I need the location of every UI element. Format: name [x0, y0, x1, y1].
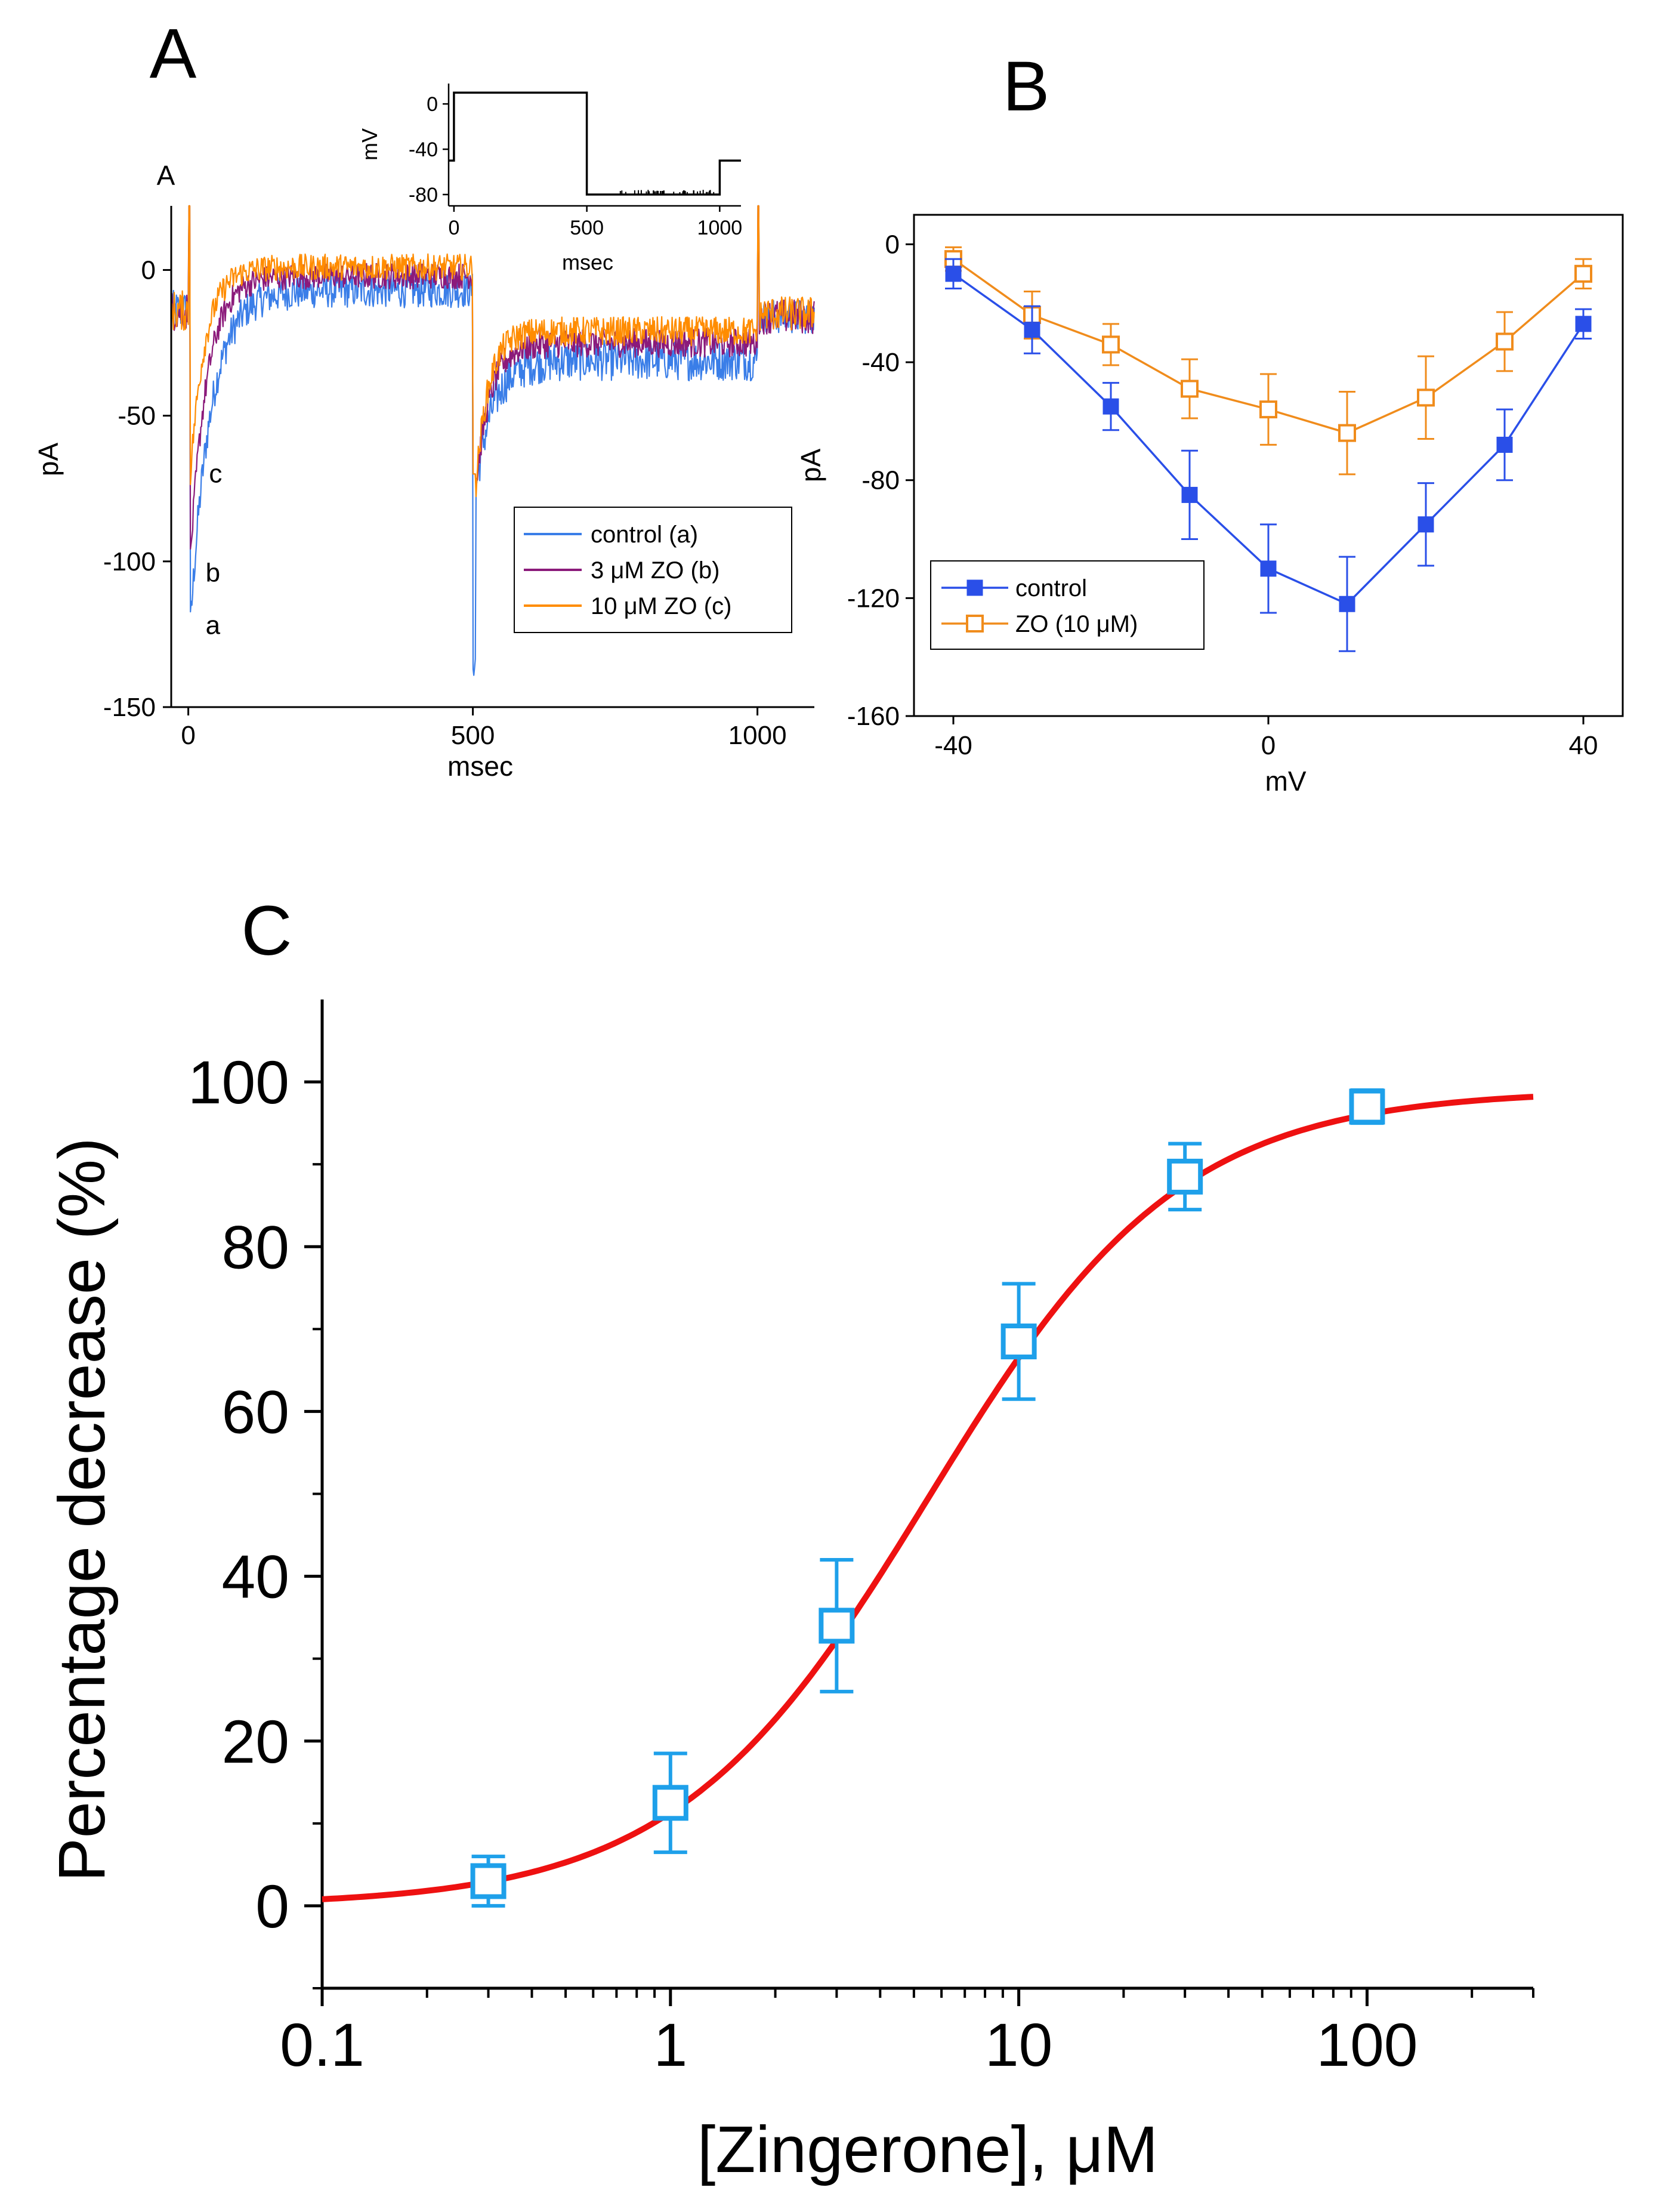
y-tick-label-c: 0 — [255, 1872, 289, 1940]
panel-label-b: B — [1003, 47, 1050, 126]
data-point-b — [1496, 332, 1514, 351]
y-tick-label-c: 100 — [188, 1048, 289, 1116]
data-point-b — [1260, 560, 1277, 577]
trace-a-2 — [170, 205, 815, 498]
legend-marker-b-0 — [966, 579, 983, 596]
series-b-1 — [944, 246, 1592, 476]
data-point-c — [652, 1785, 688, 1821]
data-point-c — [1167, 1158, 1203, 1195]
data-point-b — [945, 266, 962, 282]
trace-label-c: c — [209, 459, 222, 488]
data-point-b — [1102, 335, 1120, 354]
panel-a-corner-label: A — [157, 160, 175, 191]
inset-x-tick-label: 500 — [570, 217, 604, 239]
inset-y-tick-label: 0 — [427, 93, 438, 116]
y-tick-label-b: -120 — [847, 584, 900, 613]
data-point-b — [1339, 596, 1355, 612]
data-point-b — [1102, 398, 1119, 415]
x-tick-label-c: 1 — [653, 2011, 687, 2079]
data-point-b — [1418, 516, 1434, 533]
inset-y-tick-label: -40 — [409, 138, 438, 161]
fit-curve-c — [322, 1094, 1534, 1902]
y-tick-label-c: 20 — [222, 1708, 289, 1776]
y-tick-label-b: 0 — [885, 230, 900, 259]
x-tick-label-c: 10 — [985, 2011, 1052, 2079]
legend-a: control (a) 3 μM ZO (b) 10 μM ZO (c) — [514, 507, 792, 633]
legend-label-b-1: ZO (10 μM) — [1015, 611, 1138, 637]
data-point-b — [1338, 424, 1356, 442]
data-point-b — [1574, 264, 1592, 283]
x-tick-label-c: 0.1 — [280, 2011, 365, 2079]
y-axis-label-c: Percentage decrease (%) — [45, 1137, 119, 1881]
legend-label-a-2: 10 μM ZO (c) — [591, 593, 731, 619]
inset-x-tick-label: 1000 — [697, 217, 743, 239]
data-point-b — [1181, 380, 1199, 398]
trace-label-a: a — [206, 610, 221, 640]
y-tick-label-a: -100 — [103, 547, 156, 576]
data-point-c — [1349, 1088, 1385, 1125]
inset-y-tick-label: -80 — [409, 184, 438, 206]
inset-a: 0 -40 -80 0 500 1000 msec mV — [357, 84, 742, 274]
trace-label-b: b — [206, 558, 220, 587]
traces-a — [170, 205, 815, 676]
data-point-b — [1259, 400, 1277, 419]
y-tick-label-c: 40 — [222, 1543, 289, 1611]
legend-b: control ZO (10 μM) — [930, 560, 1205, 650]
inset-x-tick-label: 0 — [448, 217, 459, 239]
y-tick-label-a: -50 — [118, 402, 156, 431]
x-tick-label-a: 500 — [451, 721, 495, 750]
data-point-b — [1417, 388, 1435, 407]
panel-label-c: C — [241, 891, 292, 970]
y-tick-label-a: -150 — [103, 693, 156, 722]
legend-label-a-0: control (a) — [591, 522, 698, 548]
legend-label-b-0: control — [1015, 575, 1087, 601]
data-point-b — [1575, 316, 1592, 332]
data-point-b — [1181, 486, 1198, 503]
x-tick-label-b: 0 — [1261, 731, 1276, 760]
data-point-b — [1024, 322, 1040, 338]
panel-c: C 0 20 40 60 80 100 0.1 1 10 100 [Zingerone], μM Per… — [45, 891, 1534, 2186]
inset-x-axis-label: msec — [562, 250, 613, 274]
data-point-c — [819, 1608, 855, 1644]
y-tick-label-b: -80 — [861, 466, 900, 495]
x-tick-label-b: -40 — [934, 731, 972, 760]
y-tick-label-b: -160 — [847, 702, 900, 731]
y-tick-label-b: -40 — [861, 348, 900, 377]
data-point-c — [470, 1863, 507, 1899]
legend-box-b — [930, 560, 1205, 650]
y-tick-label-a: 0 — [141, 255, 156, 285]
trace-a-1 — [170, 205, 815, 550]
x-tick-label-a: 1000 — [728, 721, 787, 750]
x-tick-label-c: 100 — [1316, 2011, 1418, 2079]
data-point-b — [1496, 436, 1513, 453]
y-tick-label-c: 80 — [222, 1213, 289, 1281]
data-point-c — [1000, 1324, 1037, 1360]
legend-marker-b-1 — [966, 615, 984, 633]
panel-label-a: A — [150, 14, 197, 93]
x-axis-label-b: mV — [1265, 766, 1307, 797]
panel-a: A A 0 -50 -100 -150 0 500 1000 msec pA ab c control (… — [33, 14, 815, 782]
x-tick-label-a: 0 — [181, 721, 195, 750]
panel-b: B 0 -40 -80 -120 -160 -40 0 40 mV pA control ZO (10 … — [795, 47, 1624, 797]
trace-a-0 — [170, 205, 815, 676]
protocol-trace — [449, 91, 741, 196]
x-axis-label-a: msec — [447, 751, 513, 782]
legend-label-a-1: 3 μM ZO (b) — [591, 557, 719, 584]
series-b-0 — [945, 258, 1592, 652]
y-tick-label-c: 60 — [222, 1378, 289, 1446]
x-axis-label-c: [Zingerone], μM — [697, 2113, 1159, 2186]
y-axis-label-a: pA — [33, 443, 64, 477]
inset-y-axis-label: mV — [357, 128, 382, 161]
y-axis-label-b: pA — [795, 449, 826, 483]
x-tick-label-b: 40 — [1569, 731, 1598, 760]
